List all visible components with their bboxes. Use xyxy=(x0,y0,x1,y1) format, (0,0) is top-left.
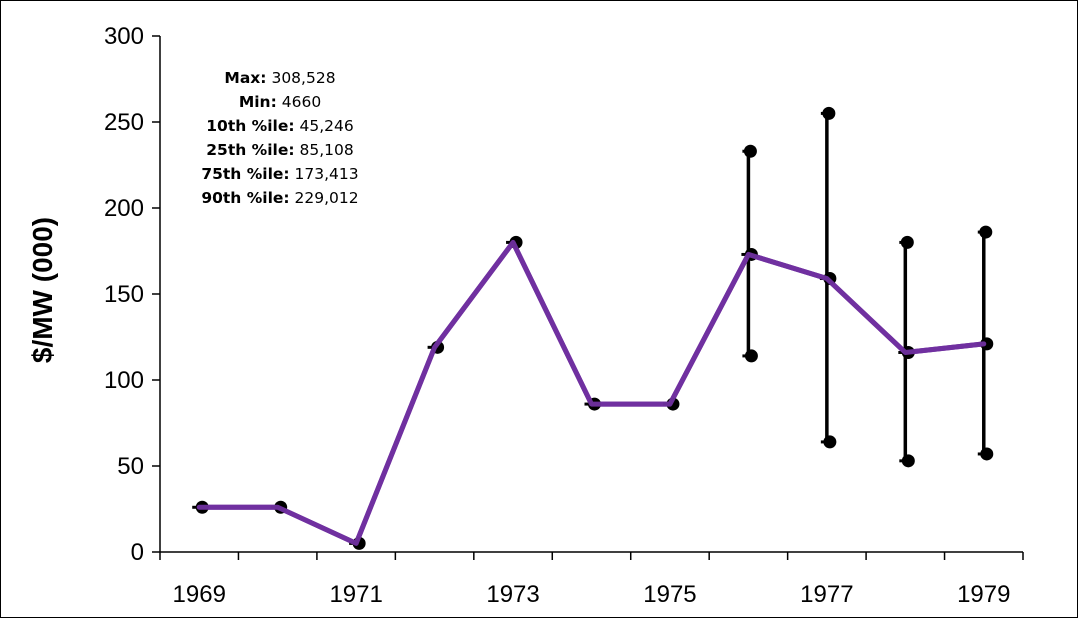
error-range-group xyxy=(742,106,994,468)
axes xyxy=(152,35,1024,560)
y-axis-label: $/MW (000) xyxy=(27,217,58,363)
x-tick-label: 1973 xyxy=(486,581,539,608)
error-high-marker xyxy=(822,106,836,120)
error-low-marker xyxy=(980,447,994,461)
series-line-overlay xyxy=(196,239,987,546)
error-high-marker xyxy=(979,225,993,239)
x-tick-label: 1975 xyxy=(643,581,696,608)
y-tick-label: 100 xyxy=(104,367,144,394)
stat-p25: 25th %ile: 85,108 xyxy=(206,141,354,159)
x-tick-label: 1977 xyxy=(800,581,853,608)
error-high-marker xyxy=(743,144,757,158)
error-high-marker xyxy=(900,235,914,249)
y-tick-label: 50 xyxy=(117,453,144,480)
series-line-group xyxy=(196,239,987,546)
y-tick-label: 150 xyxy=(104,281,144,308)
y-tick-label: 250 xyxy=(104,109,144,136)
stat-p10: 10th %ile: 45,246 xyxy=(206,117,354,135)
x-tick-label: 1979 xyxy=(957,581,1010,608)
error-low-marker xyxy=(744,349,758,363)
error-low-marker xyxy=(823,435,837,449)
y-tick-label: 0 xyxy=(131,539,144,566)
stats-annotation: Max: 308,528 Min: 4660 10th %ile: 45,246… xyxy=(185,66,375,210)
x-tick-label: 1971 xyxy=(329,581,382,608)
stat-min: Min: 4660 xyxy=(238,93,322,111)
stat-p75: 75th %ile: 173,413 xyxy=(201,165,359,183)
y-tick-label: 200 xyxy=(104,195,144,222)
series-line xyxy=(196,239,987,546)
stat-p90: 90th %ile: 229,012 xyxy=(201,189,359,207)
error-low-marker xyxy=(901,454,915,468)
stat-max: Max: 308,528 xyxy=(224,69,336,87)
x-tick-label: 1969 xyxy=(173,581,226,608)
marker-group xyxy=(192,235,994,550)
y-tick-label: 300 xyxy=(104,23,144,50)
tick-label-group: 0 50 100 150 200 250 300 1969 1971 1973 1975 1977 19… xyxy=(104,23,1011,608)
